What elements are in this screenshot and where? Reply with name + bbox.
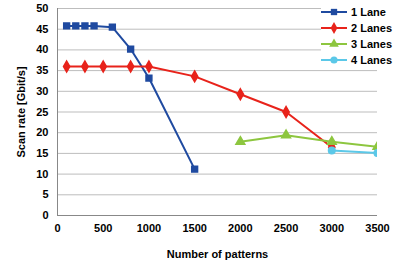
svg-text:35: 35 [36, 64, 48, 76]
html-text:4 Lanes: 4 Lanes [351, 54, 392, 66]
svg-text:30: 30 [36, 85, 48, 97]
svg-text:2500: 2500 [274, 222, 298, 234]
svg-text:40: 40 [36, 43, 48, 55]
svg-text:15: 15 [36, 147, 48, 159]
svg-text:3000: 3000 [320, 222, 344, 234]
svg-text:10: 10 [36, 168, 48, 180]
svg-text:Number of patterns: Number of patterns [167, 248, 268, 260]
svg-text:3500: 3500 [365, 222, 389, 234]
html-text:3 Lanes: 3 Lanes [351, 38, 392, 50]
svg-text:20: 20 [36, 126, 48, 138]
svg-text:500: 500 [94, 222, 112, 234]
html-text:2 Lanes: 2 Lanes [351, 22, 392, 34]
svg-text:2000: 2000 [228, 222, 252, 234]
html-text:1 Lane: 1 Lane [351, 6, 386, 18]
svg-text:45: 45 [36, 23, 48, 35]
svg-text:1500: 1500 [182, 222, 206, 234]
svg-text:1000: 1000 [137, 222, 161, 234]
svg-text:0: 0 [54, 222, 60, 234]
svg-text:25: 25 [36, 106, 48, 118]
svg-text:Scan rate [Gbit/s]: Scan rate [Gbit/s] [15, 66, 27, 157]
svg-text:5: 5 [42, 188, 48, 200]
svg-text:50: 50 [36, 2, 48, 14]
svg-text:0: 0 [42, 209, 48, 221]
